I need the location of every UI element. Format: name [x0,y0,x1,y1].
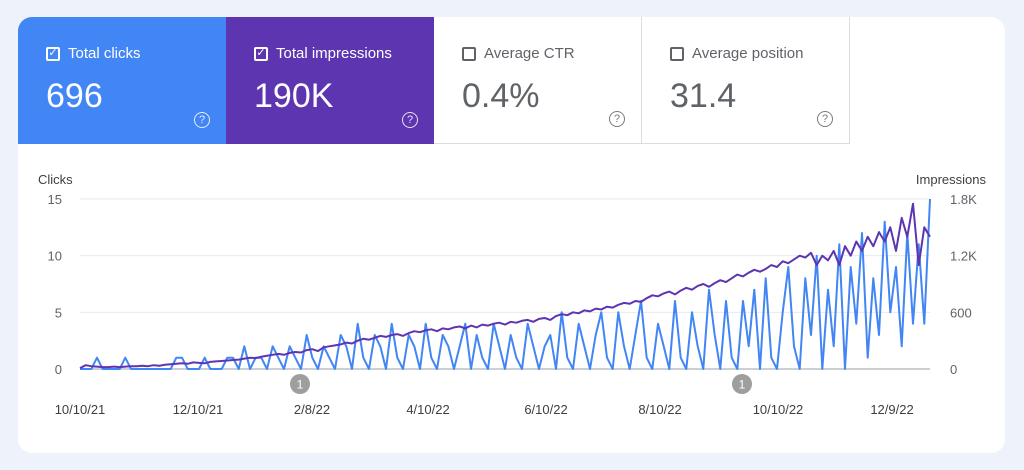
metric-label: Total clicks [68,45,141,62]
y-tick-label: 5 [55,305,62,320]
chart-grid [80,198,930,370]
x-tick-label: 10/10/22 [753,402,804,417]
help-icon[interactable]: ? [609,111,625,127]
x-tick-label: 12/10/21 [173,402,224,417]
metric-value: 0.4% [462,77,540,115]
y-tick-label: 0 [55,362,62,377]
series-line-impressions [79,202,931,369]
y-tick-label-right: 0 [950,362,957,377]
metric-tile-average-ctr[interactable]: Average CTR 0.4% ? [434,17,642,144]
metric-label: Average CTR [484,45,575,62]
y-tick-label: 10 [48,249,62,264]
y-axis-label-left: Clicks [38,172,73,187]
metric-tile-header: ✓ Total clicks [46,45,141,62]
metric-label: Average position [692,45,804,62]
x-axis-ticks: 10/10/21 12/10/21 2/8/22 4/10/22 6/10/22 8/10… [55,402,914,417]
checkbox-unchecked-icon[interactable] [462,46,476,61]
series-line-clicks [80,198,931,370]
y-axis-label-right: Impressions [916,172,987,187]
chart-series [79,198,931,370]
performance-card: ✓ Total clicks 696 ? ✓ Total impressions… [18,17,1005,453]
x-tick-label: 8/10/22 [638,402,681,417]
x-tick-label: 10/10/21 [55,402,106,417]
y-axis-ticks-left: 0 5 10 15 [48,192,62,377]
annotation-marker[interactable]: 1 [732,374,752,394]
help-icon[interactable]: ? [402,112,418,128]
metric-value: 190K [254,77,334,115]
checkbox-checked-icon[interactable]: ✓ [254,46,268,61]
x-tick-label: 12/9/22 [870,402,913,417]
checkbox-unchecked-icon[interactable] [670,46,684,61]
metric-tile-header: Average position [670,45,803,62]
annotation-circle [732,374,752,394]
help-icon[interactable]: ? [817,111,833,127]
metric-tile-header: ✓ Total impressions [254,45,392,62]
x-tick-label: 6/10/22 [524,402,567,417]
performance-chart[interactable]: Clicks Impressions 0 5 10 15 0 600 1.2K 1.8K 1… [18,152,1005,452]
annotation-marker[interactable]: 1 [290,374,310,394]
metric-tile-total-impressions[interactable]: ✓ Total impressions 190K ? [226,17,434,144]
metric-tile-average-position[interactable]: Average position 31.4 ? [642,17,850,144]
y-tick-label-right: 1.2K [950,249,977,264]
x-tick-label: 2/8/22 [294,402,330,417]
help-icon[interactable]: ? [194,112,210,128]
metric-value: 696 [46,77,103,115]
annotation-label: 1 [297,378,304,392]
metric-value: 31.4 [670,77,737,115]
y-tick-label-right: 1.8K [950,192,977,207]
metric-tiles: ✓ Total clicks 696 ? ✓ Total impressions… [18,17,850,144]
y-axis-ticks-right: 0 600 1.2K 1.8K [950,192,977,377]
y-tick-label: 15 [48,192,62,207]
metric-tile-total-clicks[interactable]: ✓ Total clicks 696 ? [18,17,226,144]
metric-label: Total impressions [276,45,392,62]
checkbox-checked-icon[interactable]: ✓ [46,46,60,61]
annotation-label: 1 [739,378,746,392]
annotation-circle [290,374,310,394]
x-tick-label: 4/10/22 [406,402,449,417]
y-tick-label-right: 600 [950,305,972,320]
metric-tile-header: Average CTR [462,45,575,62]
